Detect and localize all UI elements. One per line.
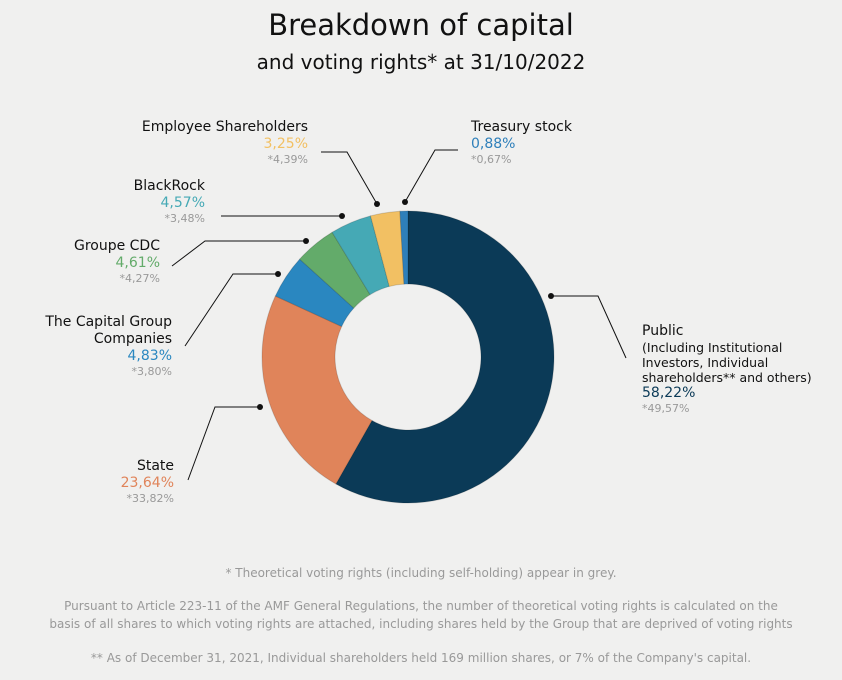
- leader-dot-groupe-cdc: [303, 238, 309, 244]
- label-employee-shareholders: Employee Shareholders 3,25% *4,39%: [88, 119, 308, 166]
- donut-slice-employee-shareholders: [369, 210, 405, 288]
- leader-line-treasury: [404, 149, 458, 203]
- leader-line-employee: [321, 151, 378, 205]
- leader-line-state: [187, 406, 260, 481]
- slice-name: Public: [642, 323, 684, 339]
- slice-name: Groupe CDC: [73, 238, 160, 254]
- slice-name: The Capital Group Companies: [45, 314, 172, 347]
- voting-pct: *33,82%: [126, 492, 174, 505]
- leader-line-groupe-cdc: [171, 240, 306, 267]
- voting-pct: *4,39%: [267, 153, 308, 166]
- leader-dot-public: [548, 293, 554, 299]
- leader-dot-capital-group: [275, 271, 281, 277]
- donut-slice-public: [335, 210, 555, 504]
- donut-slice-state: [261, 295, 373, 485]
- voting-pct: *0,67%: [471, 153, 512, 166]
- footnote-grey-note: * Theoretical voting rights (including s…: [225, 566, 617, 580]
- leader-line-public: [551, 295, 627, 359]
- slice-description: (Including Institutional Investors, Indi…: [642, 340, 812, 385]
- voting-pct: *3,80%: [131, 365, 172, 378]
- voting-pct: *4,27%: [119, 272, 160, 285]
- slice-name: Treasury stock: [471, 119, 572, 135]
- capital-pct: 3,25%: [263, 136, 308, 152]
- voting-pct: *3,48%: [164, 212, 205, 225]
- capital-pct: 4,61%: [115, 255, 160, 271]
- capital-pct: 4,57%: [160, 195, 205, 211]
- label-treasury-stock: Treasury stock 0,88% *0,67%: [471, 119, 651, 166]
- donut-slice-treasury-stock: [399, 210, 409, 285]
- leader-lines: [171, 149, 627, 481]
- label-public: Public (Including Institutional Investor…: [642, 323, 842, 415]
- slice-name: State: [136, 458, 174, 474]
- label-capital-group: The Capital Group Companies 4,83% *3,80%: [2, 314, 172, 378]
- footnote-amf-line2: basis of all shares to which voting righ…: [49, 617, 793, 631]
- label-state: State 23,64% *33,82%: [0, 458, 174, 505]
- leader-dot-state: [257, 404, 263, 410]
- chart-title: Breakdown of capital: [268, 8, 574, 42]
- donut-slice-the-capital-group-companies: [274, 258, 355, 328]
- slice-name: Employee Shareholders: [141, 119, 308, 135]
- label-blackrock: BlackRock 4,57% *3,48%: [45, 178, 205, 225]
- capital-pct: 0,88%: [471, 136, 516, 152]
- capital-pct: 23,64%: [120, 475, 174, 491]
- leader-dot-employee: [374, 201, 380, 207]
- capital-pct: 58,22%: [642, 385, 696, 401]
- leader-dot-treasury: [402, 199, 408, 205]
- donut-slice-blackrock: [331, 215, 390, 296]
- label-groupe-cdc: Groupe CDC 4,61% *4,27%: [0, 238, 160, 285]
- leader-line-capital-group: [184, 273, 278, 347]
- footnote-individual-note: ** As of December 31, 2021, Individual s…: [90, 651, 752, 665]
- capital-pct: 4,83%: [127, 348, 172, 364]
- leader-dots: [257, 199, 554, 410]
- chart-subtitle: and voting rights* at 31/10/2022: [256, 50, 586, 74]
- slice-name: BlackRock: [133, 178, 205, 194]
- footnote-amf-line1: Pursuant to Article 223-11 of the AMF Ge…: [64, 599, 778, 613]
- leader-dot-blackrock: [339, 213, 345, 219]
- voting-pct: *49,57%: [642, 402, 690, 415]
